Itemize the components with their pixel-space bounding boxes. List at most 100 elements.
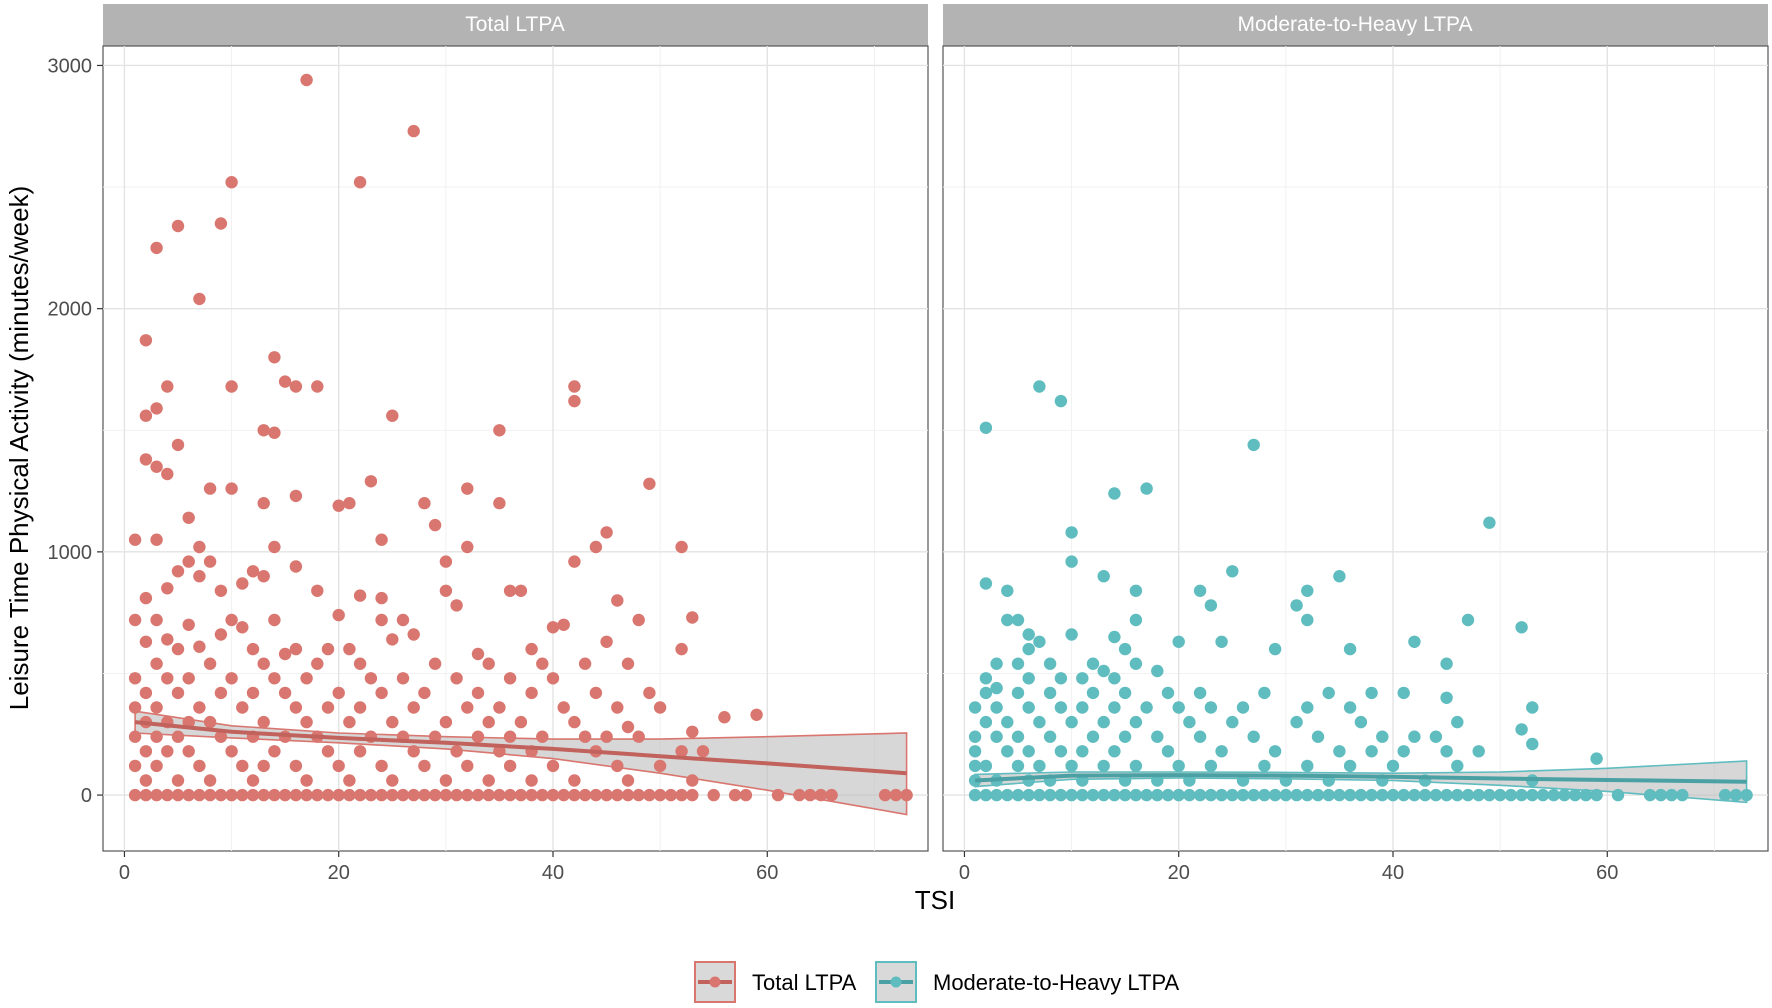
data-point	[1161, 788, 1175, 802]
data-point	[600, 526, 613, 539]
data-point	[1236, 788, 1250, 802]
data-point	[1118, 686, 1132, 700]
data-point	[578, 657, 592, 670]
data-point	[1151, 730, 1164, 743]
data-point	[128, 788, 142, 802]
data-point	[1247, 438, 1260, 452]
data-point	[979, 686, 993, 700]
data-point	[718, 711, 731, 724]
data-point	[664, 788, 678, 802]
data-point	[979, 577, 993, 590]
data-point	[225, 613, 238, 627]
data-point	[193, 701, 206, 714]
data-point	[525, 686, 538, 700]
data-point	[321, 788, 335, 802]
data-point	[990, 681, 1003, 695]
data-point	[386, 715, 399, 729]
data-point	[139, 334, 153, 347]
data-point	[1440, 691, 1453, 704]
data-point	[632, 613, 645, 627]
data-point	[546, 788, 560, 802]
data-point	[418, 788, 431, 802]
data-point	[1258, 686, 1271, 700]
data-point	[1258, 759, 1271, 773]
data-point	[450, 599, 463, 612]
data-point	[653, 788, 667, 802]
data-point	[311, 657, 324, 670]
data-point	[1054, 394, 1068, 408]
data-point	[1558, 788, 1571, 802]
data-point	[257, 788, 270, 802]
data-point	[428, 788, 442, 802]
data-point	[1033, 715, 1046, 729]
data-point	[332, 759, 345, 773]
data-point	[471, 730, 485, 743]
data-point	[1065, 759, 1078, 773]
data-point	[343, 774, 356, 787]
data-point	[236, 759, 249, 773]
y-ticks: 0 1000 2000 3000	[48, 55, 103, 807]
data-point	[1568, 788, 1582, 802]
data-point	[482, 774, 495, 787]
data-point	[439, 788, 453, 802]
data-point	[675, 540, 688, 554]
data-point	[686, 788, 699, 802]
data-point	[990, 701, 1003, 714]
data-point	[1022, 701, 1035, 714]
x-ticks-total: 0 20 40 60	[119, 851, 778, 884]
data-point	[386, 409, 399, 422]
data-point	[1129, 657, 1143, 670]
data-point	[643, 477, 656, 490]
data-point	[1172, 759, 1185, 773]
data-point	[1515, 788, 1528, 802]
data-point	[1054, 788, 1068, 802]
data-point	[257, 424, 270, 437]
data-point	[300, 774, 313, 787]
data-point	[1333, 570, 1346, 583]
data-point	[1579, 788, 1593, 802]
data-point	[1022, 628, 1035, 641]
x-tick-label: 60	[756, 862, 778, 884]
data-point	[225, 745, 238, 758]
data-point	[536, 788, 549, 802]
data-point	[1408, 730, 1421, 743]
data-point	[1718, 788, 1732, 802]
data-point	[1483, 516, 1496, 529]
legend-point-total	[709, 976, 721, 988]
data-point	[1151, 788, 1164, 802]
data-point	[536, 730, 549, 743]
data-point	[236, 701, 249, 714]
data-point	[1076, 788, 1089, 802]
data-point	[750, 708, 763, 721]
data-point	[161, 788, 174, 802]
data-point	[321, 642, 335, 656]
data-point	[353, 745, 367, 758]
data-point	[161, 745, 174, 758]
data-point	[353, 657, 367, 670]
data-point	[1290, 715, 1303, 729]
data-point	[1429, 788, 1443, 802]
data-point	[1247, 788, 1260, 802]
data-point	[568, 555, 581, 568]
data-point	[214, 686, 228, 700]
data-point	[139, 409, 153, 422]
data-point	[1472, 788, 1485, 802]
data-point	[686, 611, 699, 624]
data-point	[1033, 759, 1046, 773]
data-point	[1268, 745, 1282, 758]
data-point	[161, 582, 174, 595]
data-point	[1451, 788, 1464, 802]
data-point	[203, 657, 217, 670]
data-point	[990, 788, 1003, 802]
panel-total: Total LTPA 0 20 40 60	[102, 4, 929, 884]
y-tick-label: 1000	[48, 542, 93, 564]
data-point	[1086, 730, 1100, 743]
strip-label-moderate: Moderate-to-Heavy LTPA	[1238, 13, 1473, 36]
data-point	[1215, 788, 1228, 802]
data-point	[632, 788, 645, 802]
data-point	[139, 686, 153, 700]
data-point	[589, 686, 603, 700]
data-point	[332, 788, 345, 802]
data-point	[1054, 672, 1068, 685]
data-point	[1301, 584, 1314, 597]
